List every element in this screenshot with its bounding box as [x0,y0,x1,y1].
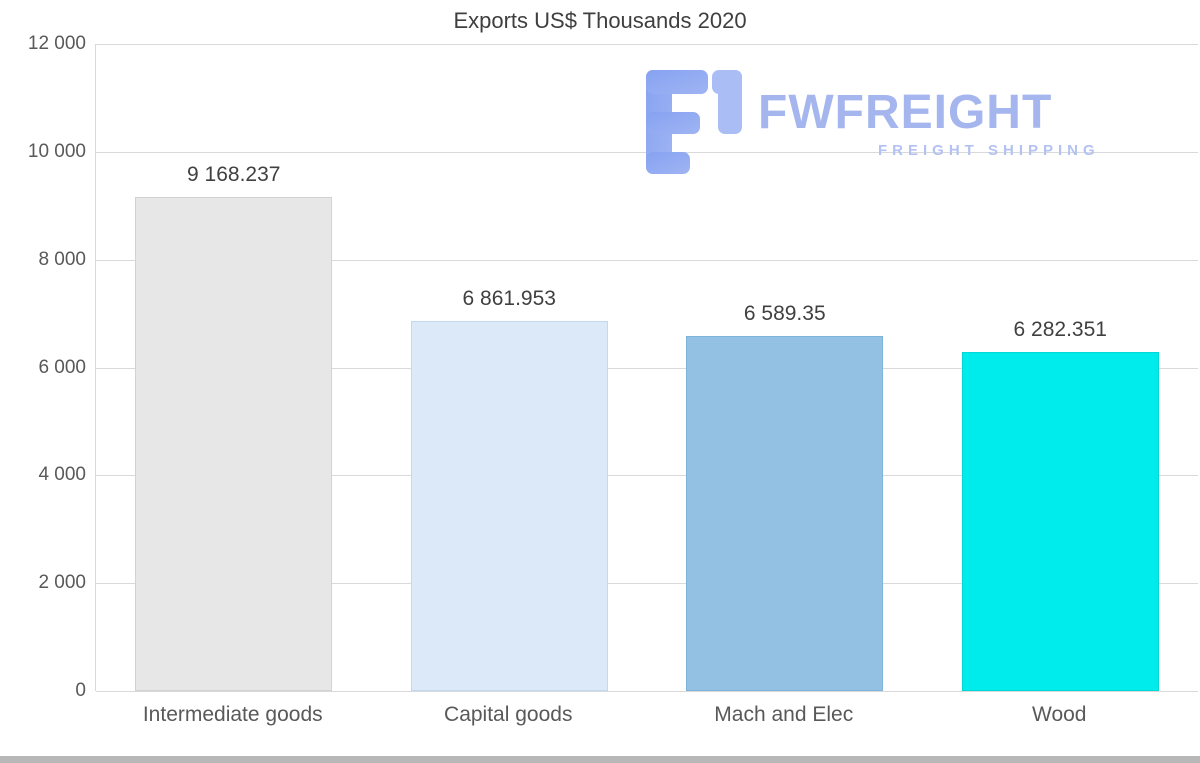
y-axis-tick-label: 12 000 [27,33,86,54]
y-axis-tick-label: 4 000 [38,464,86,486]
y-axis-tick-label: 0 [75,680,86,701]
bar-wood [961,352,1159,691]
gridline [96,583,1198,585]
horizontal-scrollbar[interactable] [0,756,1200,763]
watermark: FWFREIGHT FREIGHT SHIPPING [646,66,1100,178]
watermark-tagline: FREIGHT SHIPPING [878,142,1100,160]
gridline [96,475,1198,477]
watermark-text: FWFREIGHT FREIGHT SHIPPING [758,66,1100,159]
bar-value-label: 6 282.351 [1013,318,1107,342]
gridline [96,259,1198,261]
x-axis-category-label: Capital goods [444,703,573,726]
fwfreight-logo-icon [646,70,742,174]
bar-mach-and-elec [686,335,884,691]
x-axis: Intermediate goods Capital goods Mach and … [95,703,1198,737]
x-axis-category-label: Mach and Elec [714,703,854,726]
plot-area: 9 168.237 6 861.953 6 589.35 6 282.351 [95,44,1198,692]
bar-capital-goods [410,321,608,691]
y-axis-tick-label: 10 000 [27,140,86,162]
watermark-brand-name: FWFREIGHT [758,86,1053,139]
y-axis-tick-label: 8 000 [38,248,86,270]
x-axis-category-label: Intermediate goods [142,703,323,726]
y-axis: 0 2 000 4 000 6 000 8 000 10 000 12 000 [0,33,86,701]
y-axis-tick-label: 2 000 [38,572,86,594]
bar-value-label: 9 168.237 [187,162,281,186]
bar-value-label: 6 589.35 [743,301,826,325]
bar-intermediate-goods [135,196,333,691]
gridline [96,44,1198,45]
y-axis-tick-label: 6 000 [38,356,86,378]
bar-value-label: 6 861.953 [462,287,556,311]
gridline [96,691,1198,692]
chart-title: Exports US$ Thousands 2020 [453,8,747,33]
gridline [96,367,1198,369]
x-axis-category-label: Wood [1032,703,1087,726]
